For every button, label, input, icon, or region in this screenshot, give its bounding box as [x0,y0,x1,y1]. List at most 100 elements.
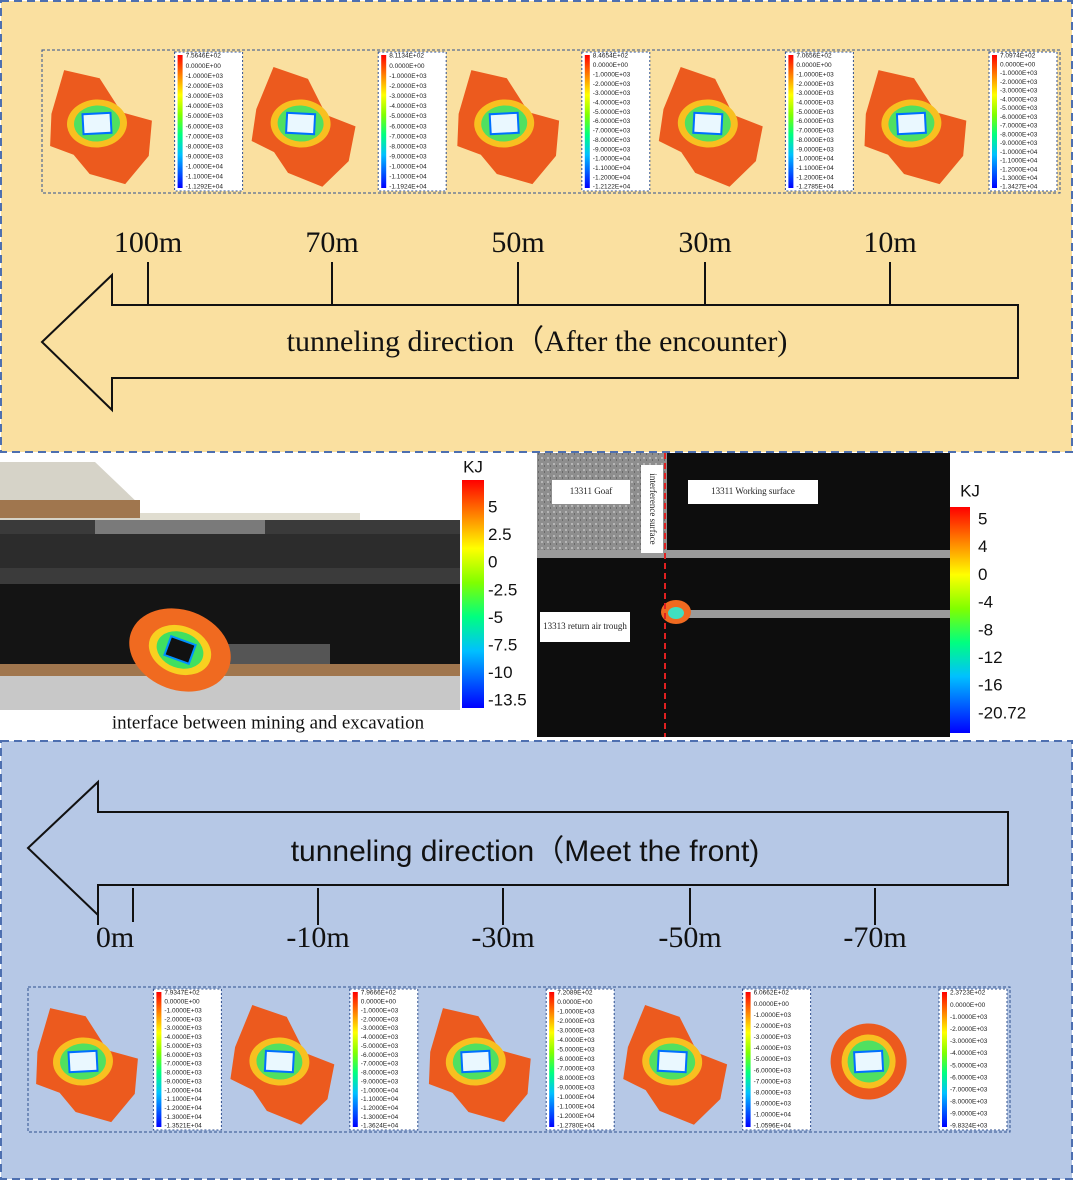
colorbar-label: -10 [488,663,513,682]
legend-label: -2.0000E+03 [164,1016,202,1023]
legend-label: -7.0000E+03 [361,1061,399,1068]
distance-label: -50m [658,921,721,954]
distance-label: 10m [863,226,916,259]
colorbar [549,992,555,1127]
colorbar [177,55,183,188]
colorbar-label: -8 [978,620,993,639]
legend-label: -1.3000E+04 [1000,175,1038,182]
legend-label: -6.0000E+03 [389,123,427,130]
legend-box [581,51,651,192]
legend-label: -3.0000E+03 [164,1025,202,1032]
legend-label: -6.0000E+03 [164,1052,202,1059]
legend-label: 0.0000E+00 [361,999,397,1006]
legend-label: -7.0000E+03 [593,128,631,135]
legend-label: -6.0000E+03 [950,1074,988,1081]
legend-label: -1.0000E+04 [796,156,834,163]
legend-box [545,988,615,1131]
legend-label: 0.0000E+00 [950,1002,986,1009]
legend-label: -9.0000E+03 [186,153,224,160]
legend-label: -1.3624E+04 [361,1123,399,1130]
legend-label: -4.0000E+03 [950,1050,988,1057]
colorbar-label: -20.72 [978,703,1026,722]
legend-label: -8.0000E+03 [557,1075,595,1082]
legend-label: -5.0000E+03 [186,113,224,120]
contour-plot [623,1005,728,1125]
legend-label: 0.0000E+00 [557,999,593,1006]
legend-label: 0.0000E+00 [186,63,222,70]
legend-label: -9.0000E+03 [389,153,427,160]
legend-label: -1.1924E+04 [389,184,427,191]
legend-label: -3.0000E+03 [389,93,427,100]
legend-label: -6.0000E+03 [593,118,631,125]
legend-label: -1.1000E+04 [186,174,224,181]
legend-label: -5.0000E+03 [557,1047,595,1054]
legend-label: -8.0000E+03 [796,137,834,144]
colorbar-label: -5 [488,608,503,627]
legend-label: -5.0000E+03 [164,1043,202,1050]
label: 13313 return air trough [543,621,627,631]
legend-label: -1.0000E+03 [754,1012,792,1019]
colorbar [950,507,970,733]
legend-box [938,988,1008,1131]
legend-label: -7.0000E+03 [186,133,224,140]
arrow-label: tunneling direction（After the encounter) [287,325,788,358]
tunnel [853,1049,885,1074]
colorbar-title: KJ [960,481,980,500]
legend-label: -1.0000E+04 [186,164,224,171]
label: 13311 Working surface [711,486,795,496]
caption: interface between mining and excavation [112,712,425,733]
legend-label: -8.0000E+03 [186,143,224,150]
tunnel [488,111,520,136]
label: 13311 Goaf [570,486,612,496]
tunnel [285,111,317,136]
legend-label: -1.0000E+03 [164,1007,202,1014]
legend-label: -2.0000E+03 [557,1018,595,1025]
left-image [0,460,460,710]
legend-box [784,51,854,192]
legend-label: 0.0000E+00 [754,1001,790,1008]
colorbar-label: 4 [978,537,987,556]
tunnel [895,111,927,136]
colorbar-label: -13.5 [488,691,527,710]
legend-label: -1.0000E+03 [950,1014,988,1021]
arrow [40,272,1019,413]
legend-label: -8.0000E+03 [754,1089,792,1096]
label: interference surface [648,473,658,544]
legend-label: -1.0000E+04 [389,164,427,171]
distance-label: -10m [286,921,349,954]
legend-label: -3.0000E+03 [1000,88,1038,95]
legend-label: -1.2000E+04 [796,174,834,181]
legend-label: 7.9666E+02 [361,990,397,997]
legend-label: -1.1000E+04 [164,1096,202,1103]
colorbar-title: KJ [463,457,483,476]
contour-plot [36,1008,138,1123]
legend-label: -1.2000E+04 [1000,166,1038,173]
colorbar-label: -7.5 [488,635,517,654]
legend-label: -2.0000E+03 [1000,79,1038,86]
legend-label: -4.0000E+03 [361,1034,399,1041]
distance-label: 100m [114,226,182,259]
tunnel [81,111,113,136]
legend-label: -1.2785E+04 [796,184,834,191]
legend-label: -1.0000E+03 [557,1009,595,1016]
legend-label: -7.0000E+03 [754,1078,792,1085]
legend-label: -2.0000E+03 [593,81,631,88]
legend-box [377,51,447,192]
tunnel [263,1049,295,1074]
legend-label: -1.0000E+04 [754,1112,792,1119]
contour-plot [658,67,763,187]
legend-label: 8.4654E+02 [593,53,629,60]
distance-label: 0m [96,921,134,954]
contour-plot [50,70,152,185]
legend-label: -4.0000E+03 [1000,96,1038,103]
legend-label: -3.0000E+03 [593,90,631,97]
arrow-label: tunneling direction（Meet the front) [291,835,760,868]
tunnel [656,1049,688,1074]
colorbar-label: 2.5 [488,525,512,544]
legend-label: -4.0000E+03 [796,100,834,107]
legend-label: -3.0000E+03 [796,90,834,97]
legend-label: -1.3521E+04 [164,1123,202,1130]
legend-label: -5.0000E+03 [754,1056,792,1063]
legend-label: -5.0000E+03 [1000,105,1038,112]
legend-box [742,988,812,1131]
